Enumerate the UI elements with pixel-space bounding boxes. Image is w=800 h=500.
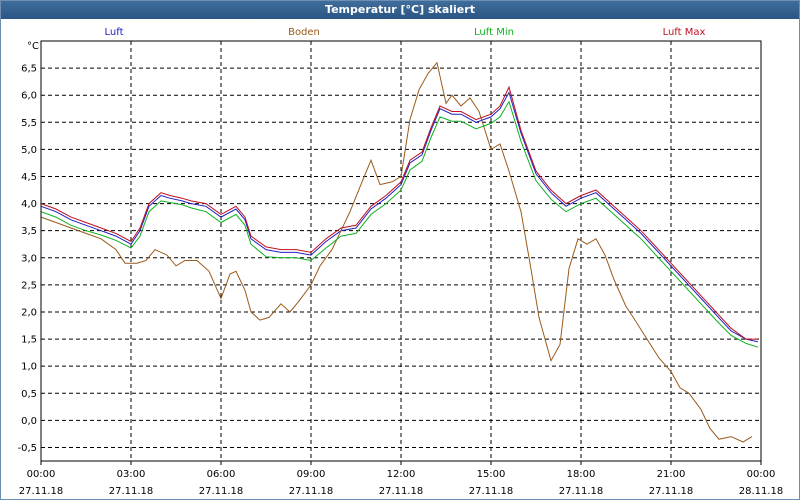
x-tick-date-label: 27.11.18 <box>109 486 154 497</box>
y-tick-label: 0,5 <box>21 389 37 400</box>
y-axis-unit: °C <box>27 41 39 52</box>
window-title: Temperatur [°C] skaliert <box>1 1 799 19</box>
x-tick-time-label: 00:00 <box>747 469 776 480</box>
legend: Luft Boden Luft Min Luft Max <box>105 27 706 38</box>
legend-entry: Boden <box>288 27 320 38</box>
y-tick-label: 4,5 <box>21 172 37 183</box>
y-tick-label: 1,5 <box>21 335 37 346</box>
x-tick-time-label: 06:00 <box>207 469 236 480</box>
x-tick-time-label: 21:00 <box>657 469 686 480</box>
x-tick-time-label: 03:00 <box>117 469 146 480</box>
x-tick-date-label: 27.11.18 <box>289 486 334 497</box>
legend-entry: Luft <box>105 27 124 38</box>
grid <box>41 41 761 461</box>
y-tick-label: 0,0 <box>21 416 37 427</box>
y-tick-label: 6,5 <box>21 64 37 75</box>
y-tick-label: 2,0 <box>21 307 37 318</box>
x-tick-date-label: 28.11.18 <box>739 486 784 497</box>
y-tick-label: 5,5 <box>21 118 37 129</box>
y-tick-label: 3,5 <box>21 226 37 237</box>
x-tick-time-label: 18:00 <box>567 469 596 480</box>
y-tick-label: 2,5 <box>21 280 37 291</box>
x-tick-date-label: 27.11.18 <box>19 486 64 497</box>
x-tick-time-label: 15:00 <box>477 469 506 480</box>
x-tick-date-label: 27.11.18 <box>649 486 694 497</box>
series-line-luft-max <box>40 85 758 340</box>
y-tick-label: 4,0 <box>21 199 37 210</box>
series-line-luft-min <box>40 100 759 348</box>
y-tick-label: 3,0 <box>21 253 37 264</box>
x-tick-time-label: 09:00 <box>297 469 326 480</box>
series-line-luft <box>40 91 759 343</box>
y-tick-label: 1,0 <box>21 362 37 373</box>
series-lines <box>40 61 759 443</box>
y-tick-label: -0,5 <box>17 443 37 454</box>
x-tick-date-label: 27.11.18 <box>379 486 424 497</box>
x-tick-date-label: 27.11.18 <box>559 486 604 497</box>
y-tick-label: 5,0 <box>21 145 37 156</box>
x-tick-date-label: 27.11.18 <box>199 486 244 497</box>
x-tick-time-label: 12:00 <box>387 469 416 480</box>
axes: 6,5 6,0 5,5 5,0 4,5 4,0 3,5 3,0 2,5 2,0 1,5 1,0 0,5 0… <box>17 40 784 497</box>
legend-entry: Luft Min <box>474 27 514 38</box>
series-line-boden <box>40 61 753 443</box>
y-tick-label: 6,0 <box>21 91 37 102</box>
legend-entry: Luft Max <box>663 27 706 38</box>
x-tick-date-label: 27.11.18 <box>469 486 514 497</box>
x-tick-time-label: 00:00 <box>27 469 56 480</box>
